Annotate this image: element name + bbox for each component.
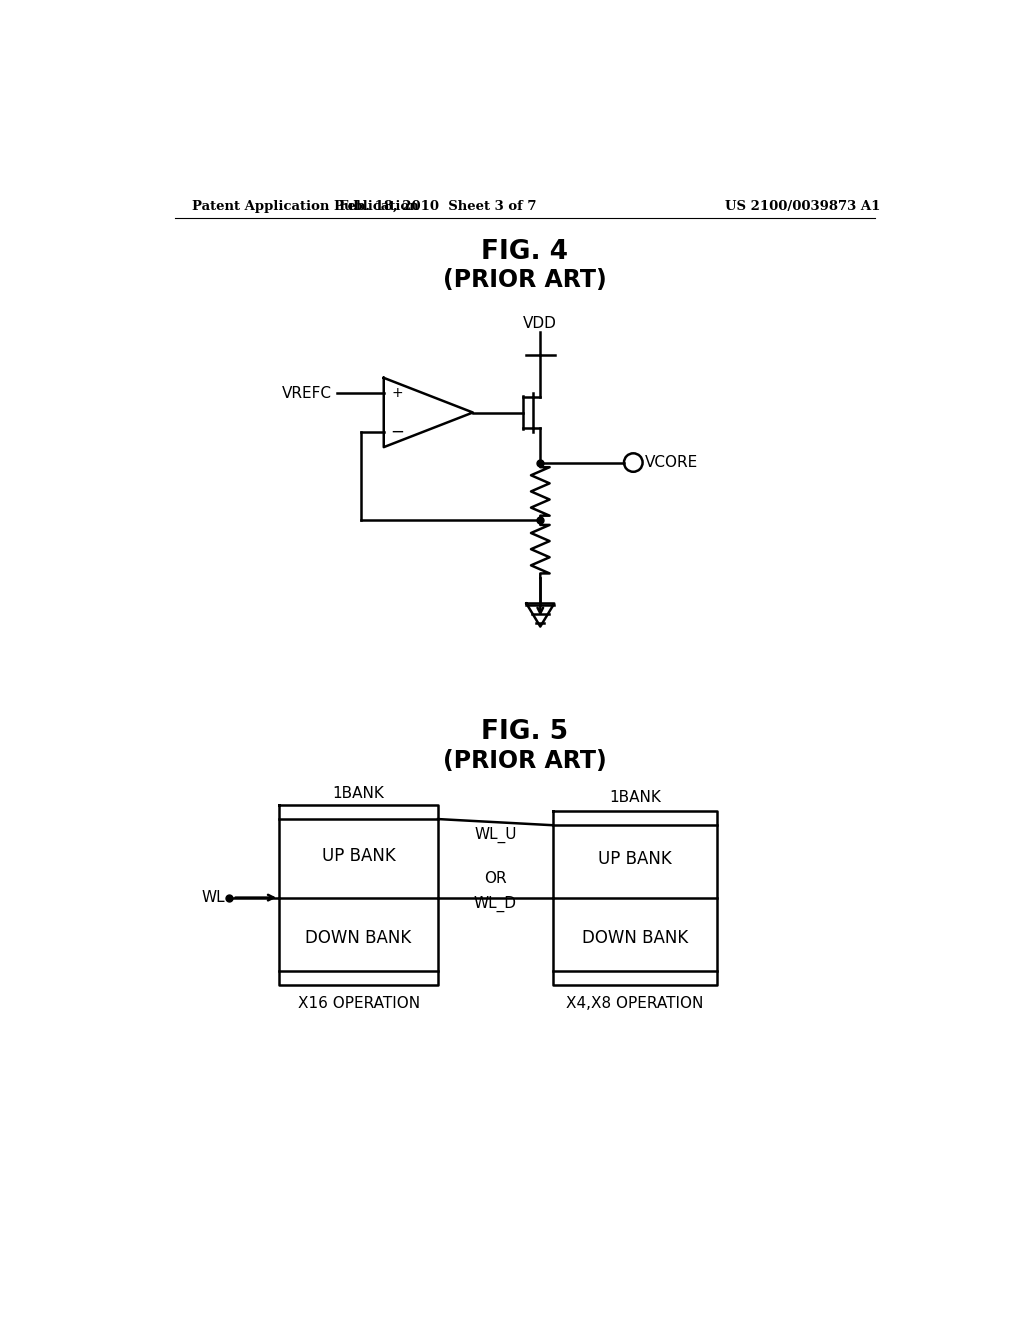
Text: UP BANK: UP BANK (598, 850, 672, 869)
Text: DOWN BANK: DOWN BANK (582, 929, 688, 946)
Text: VDD: VDD (523, 317, 557, 331)
Text: 1BANK: 1BANK (609, 789, 660, 805)
Text: WL: WL (202, 890, 225, 906)
Text: US 2100/0039873 A1: US 2100/0039873 A1 (725, 199, 880, 213)
Text: X16 OPERATION: X16 OPERATION (298, 997, 420, 1011)
Text: WL_D: WL_D (474, 896, 517, 912)
Text: Feb. 18, 2010  Sheet 3 of 7: Feb. 18, 2010 Sheet 3 of 7 (339, 199, 537, 213)
Text: 1BANK: 1BANK (333, 787, 384, 801)
Text: X4,X8 OPERATION: X4,X8 OPERATION (566, 997, 703, 1011)
Text: (PRIOR ART): (PRIOR ART) (443, 268, 606, 292)
Text: VCORE: VCORE (645, 455, 698, 470)
Text: −: − (390, 422, 403, 441)
Text: UP BANK: UP BANK (322, 847, 395, 865)
Text: (PRIOR ART): (PRIOR ART) (443, 748, 606, 772)
Text: Patent Application Publication: Patent Application Publication (193, 199, 419, 213)
Text: +: + (391, 387, 402, 400)
Text: FIG. 5: FIG. 5 (481, 719, 568, 744)
Text: DOWN BANK: DOWN BANK (305, 929, 412, 946)
Text: VREFC: VREFC (282, 385, 332, 401)
Text: WL_U: WL_U (474, 826, 516, 842)
Text: FIG. 4: FIG. 4 (481, 239, 568, 265)
Text: OR: OR (484, 871, 507, 886)
